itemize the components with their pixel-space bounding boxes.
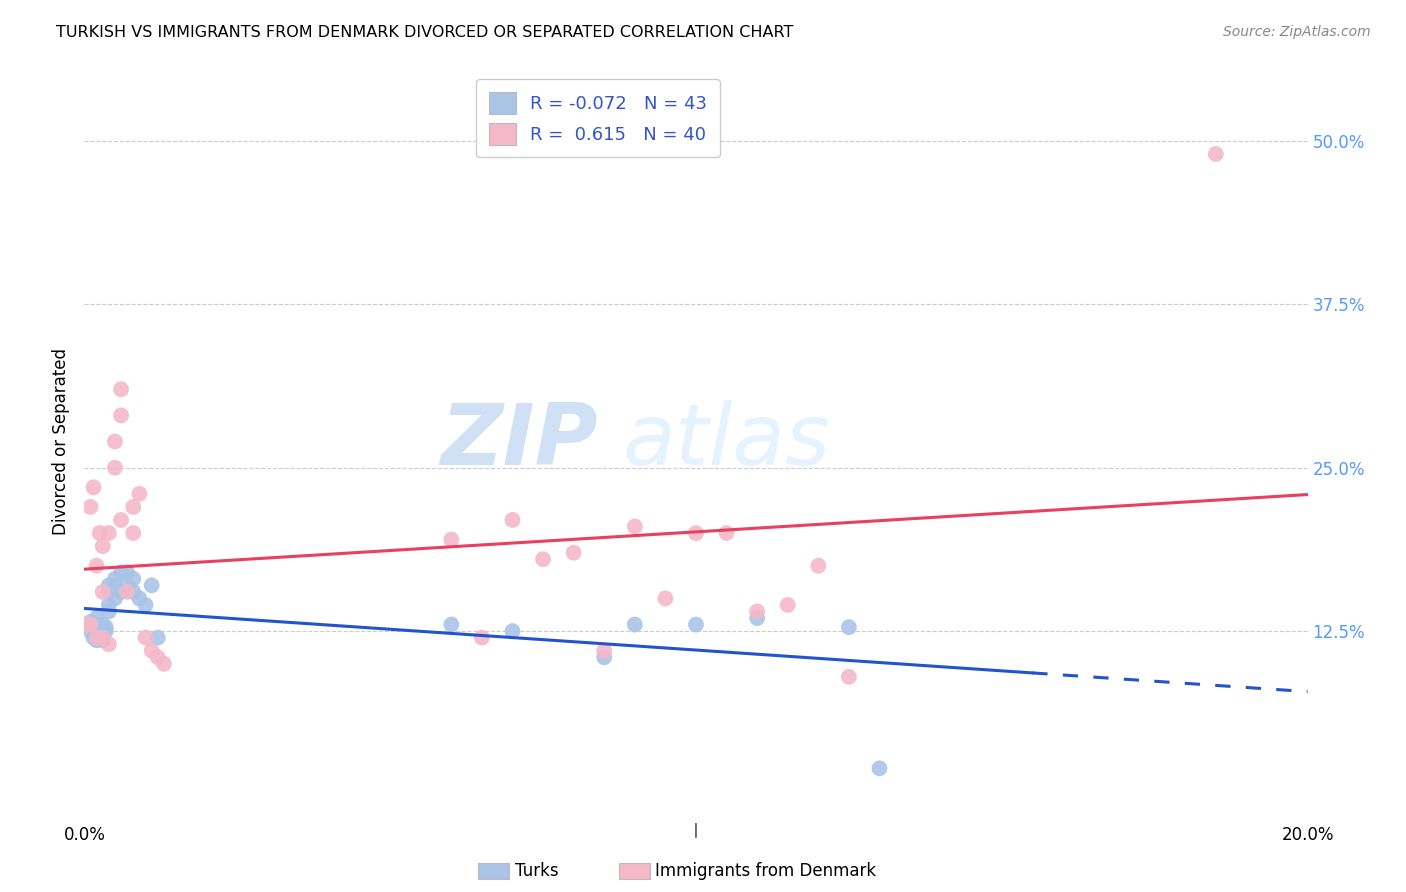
Text: Source: ZipAtlas.com: Source: ZipAtlas.com	[1223, 25, 1371, 39]
Point	[97, 526, 120, 541]
Point	[110, 382, 132, 396]
Point	[122, 572, 145, 586]
Point	[110, 513, 132, 527]
Point	[593, 650, 616, 665]
Point	[89, 624, 111, 639]
Text: Turks: Turks	[515, 862, 558, 880]
Point	[94, 624, 117, 639]
Point	[97, 585, 120, 599]
Point	[115, 585, 138, 599]
Point	[531, 552, 554, 566]
Point	[91, 624, 114, 639]
Point	[115, 566, 138, 580]
Point	[83, 631, 105, 645]
Point	[86, 558, 108, 573]
Point	[86, 611, 108, 625]
Point	[654, 591, 676, 606]
Point	[79, 624, 101, 639]
Point	[86, 631, 108, 645]
Point	[141, 578, 163, 592]
Point	[91, 617, 114, 632]
Point	[869, 761, 891, 775]
Point	[91, 539, 114, 553]
Point	[83, 620, 105, 634]
Point	[122, 585, 145, 599]
Text: Immigrants from Denmark: Immigrants from Denmark	[655, 862, 876, 880]
Point	[104, 434, 127, 449]
Point	[89, 526, 111, 541]
Point	[122, 526, 145, 541]
Y-axis label: Divorced or Separated: Divorced or Separated	[52, 348, 70, 535]
Point	[76, 617, 98, 632]
Point	[1205, 147, 1227, 161]
Point	[128, 487, 150, 501]
Point	[593, 643, 616, 657]
Point	[79, 617, 101, 632]
Point	[79, 615, 101, 629]
Point	[91, 633, 114, 648]
Point	[747, 605, 769, 619]
Point	[141, 643, 163, 657]
Point	[685, 617, 707, 632]
Point	[153, 657, 176, 671]
Point	[104, 591, 127, 606]
Point	[122, 500, 145, 514]
Point	[838, 670, 860, 684]
Point	[502, 513, 524, 527]
Point	[146, 650, 169, 665]
Point	[97, 637, 120, 651]
Point	[110, 585, 132, 599]
Point	[838, 620, 860, 634]
Point	[502, 624, 524, 639]
Point	[97, 578, 120, 592]
Legend: R = -0.072   N = 43, R =  0.615   N = 40: R = -0.072 N = 43, R = 0.615 N = 40	[477, 79, 720, 157]
Point	[135, 598, 157, 612]
Point	[776, 598, 799, 612]
Point	[91, 585, 114, 599]
Point	[115, 578, 138, 592]
Point	[747, 611, 769, 625]
Point	[440, 533, 463, 547]
Point	[86, 628, 108, 642]
Text: TURKISH VS IMMIGRANTS FROM DENMARK DIVORCED OR SEPARATED CORRELATION CHART: TURKISH VS IMMIGRANTS FROM DENMARK DIVOR…	[56, 25, 793, 40]
Point	[76, 617, 98, 632]
Point	[97, 598, 120, 612]
Point	[97, 605, 120, 619]
Point	[440, 617, 463, 632]
Point	[128, 591, 150, 606]
Point	[471, 631, 494, 645]
Point	[110, 409, 132, 423]
Point	[91, 628, 114, 642]
Point	[104, 572, 127, 586]
Text: ZIP: ZIP	[440, 400, 598, 483]
Point	[104, 578, 127, 592]
Point	[146, 631, 169, 645]
Point	[562, 546, 585, 560]
Point	[135, 631, 157, 645]
Point	[83, 480, 105, 494]
Point	[104, 460, 127, 475]
Point	[91, 631, 114, 645]
Point	[89, 620, 111, 634]
Point	[79, 500, 101, 514]
Point	[86, 633, 108, 648]
Point	[624, 519, 647, 533]
Point	[110, 566, 132, 580]
Point	[685, 526, 707, 541]
Point	[807, 558, 830, 573]
Point	[110, 585, 132, 599]
Point	[624, 617, 647, 632]
Point	[716, 526, 738, 541]
Point	[86, 617, 108, 632]
Text: atlas: atlas	[623, 400, 831, 483]
Point	[94, 620, 117, 634]
